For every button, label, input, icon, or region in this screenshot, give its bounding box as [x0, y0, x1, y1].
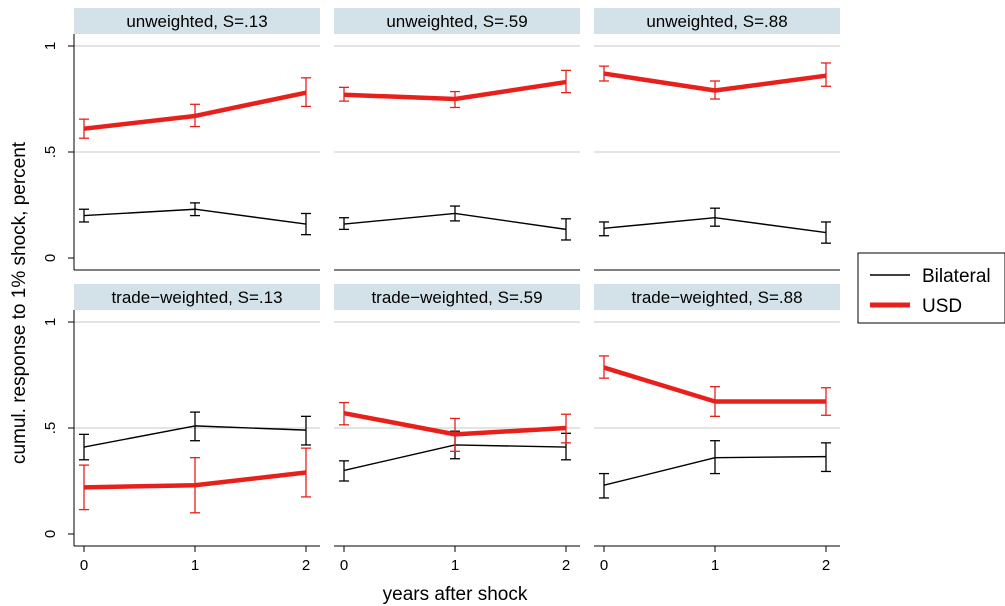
x-tick-label: 1	[451, 557, 459, 574]
panel-title: unweighted, S=.13	[126, 12, 267, 31]
legend-box	[857, 252, 1005, 324]
bilateral-series-line	[83, 425, 307, 448]
panel-5: trade−weighted, S=.59 0 1 2	[334, 284, 580, 574]
panel-4: trade−weighted, S=.13 0 .5 1 0 1 2	[42, 284, 320, 574]
y-tick-label: 1	[42, 42, 59, 50]
usd-series-line	[343, 410, 567, 437]
x-tick-label: 0	[340, 557, 348, 574]
panel-strip	[74, 284, 320, 310]
bilateral-series-line	[603, 455, 827, 486]
legend-bilateral-label: Bilateral	[922, 266, 991, 287]
legend-usd-label: USD	[922, 296, 962, 317]
x-tick-label: 1	[191, 557, 199, 574]
panel-2: unweighted, S=.59	[334, 8, 580, 271]
usd-series-line	[83, 90, 307, 131]
panel-title: trade−weighted, S=.88	[631, 288, 802, 307]
panel-grid: unweighted, S=.13 0 .5 1 unweighted, S=.59 un…	[42, 8, 840, 574]
y-tick-label: 1	[42, 318, 59, 326]
x-tick-label: 1	[711, 557, 719, 574]
panel-1: unweighted, S=.13 0 .5 1	[42, 8, 320, 271]
panel-3: unweighted, S=.88	[594, 8, 840, 271]
bilateral-series-line	[83, 208, 307, 225]
y-tick-label: .5	[42, 422, 59, 435]
panel-strip	[594, 8, 840, 34]
panel-6: trade−weighted, S=.88 0 1 2	[594, 284, 840, 574]
x-tick-label: 0	[600, 557, 608, 574]
legend: Bilateral USD	[857, 252, 1005, 324]
y-tick-label: .5	[42, 146, 59, 159]
panel-strip	[334, 284, 580, 310]
panel-title: unweighted, S=.59	[386, 12, 527, 31]
panel-strip	[74, 8, 320, 34]
x-tick-label: 2	[302, 557, 310, 574]
usd-series-line	[603, 365, 826, 404]
panel-title: unweighted, S=.88	[646, 12, 787, 31]
usd-series-line	[343, 79, 567, 102]
panel-strip	[594, 284, 840, 310]
usd-series-line	[83, 470, 307, 490]
y-axis-label: cumul. response to 1% shock, percent	[9, 141, 30, 464]
x-tick-label: 2	[822, 557, 830, 574]
x-tick-label: 0	[80, 557, 88, 574]
usd-series-line	[603, 71, 827, 93]
bilateral-series-line	[603, 217, 827, 234]
y-tick-label: 0	[42, 254, 59, 262]
panel-title: trade−weighted, S=.59	[371, 288, 542, 307]
y-tick-label: 0	[42, 530, 59, 538]
bilateral-series-line	[343, 212, 567, 231]
panel-title: trade−weighted, S=.13	[111, 288, 282, 307]
x-tick-label: 2	[562, 557, 570, 574]
panel-strip	[334, 8, 580, 34]
x-axis-label: years after shock	[383, 584, 528, 605]
